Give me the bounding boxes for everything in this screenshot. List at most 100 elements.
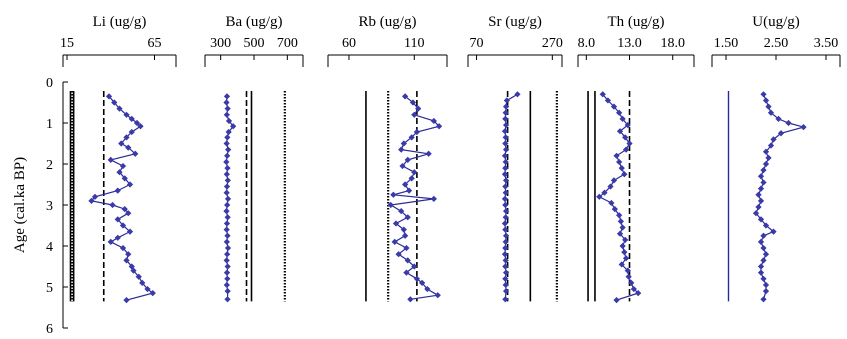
data-point <box>114 234 121 241</box>
data-point <box>502 296 509 303</box>
element-panels: Li (ug/g) 15 65 Ba (ug/g) 300 500 700 Rb (ug/g)… <box>60 14 841 304</box>
data-point <box>111 99 118 106</box>
data-point <box>126 181 134 188</box>
x-tick-label: 500 <box>244 36 265 51</box>
data-point <box>223 281 230 289</box>
data-point <box>107 156 114 164</box>
x-tick-label: 270 <box>542 36 563 51</box>
data-point <box>625 273 632 280</box>
data-point <box>501 195 509 202</box>
data-point <box>757 185 765 192</box>
data-point <box>225 146 232 153</box>
panel-5: U(ug/g) 1.50 2.50 3.50 <box>711 14 841 303</box>
x-tick-label: 700 <box>277 36 298 51</box>
data-point <box>411 263 418 270</box>
data-point <box>224 244 232 252</box>
data-point <box>617 218 624 225</box>
x-tick-label: 8.0 <box>578 36 596 51</box>
data-point <box>125 251 132 258</box>
series-line <box>598 93 640 301</box>
data-point <box>502 263 509 270</box>
panel-title: Li (ug/g) <box>93 14 147 30</box>
data-point <box>404 257 411 264</box>
data-point <box>223 183 231 190</box>
age-y-axis: 0 1 2 3 4 5 6 Age (cal.ka BP) <box>12 76 68 337</box>
data-point <box>430 195 437 202</box>
data-point <box>408 134 415 141</box>
data-point <box>224 263 231 270</box>
data-point <box>224 152 231 159</box>
data-point <box>502 164 509 172</box>
data-point <box>402 232 409 239</box>
data-point <box>224 214 231 221</box>
data-point <box>132 150 139 157</box>
data-point <box>223 220 231 227</box>
data-point <box>119 244 127 252</box>
data-point <box>413 275 420 282</box>
data-point <box>118 140 125 147</box>
data-point <box>760 179 767 186</box>
panel-title: Rb (ug/g) <box>359 14 417 30</box>
data-point <box>223 99 230 106</box>
data-point <box>230 123 237 130</box>
data-point <box>116 169 123 176</box>
data-point <box>757 269 765 276</box>
data-point <box>502 257 509 264</box>
panel-2: Rb (ug/g)60 110 <box>327 14 448 303</box>
data-point <box>390 191 397 198</box>
data-point <box>613 297 620 304</box>
data-point <box>133 119 141 127</box>
x-tick-label: 70 <box>470 36 484 51</box>
data-point <box>405 187 413 194</box>
panel-1: Ba (ug/g) 300 500 700 <box>204 14 304 303</box>
data-point <box>224 177 231 184</box>
data-point <box>762 251 770 258</box>
data-point <box>418 279 426 287</box>
data-point <box>224 251 231 258</box>
data-point <box>107 238 114 246</box>
data-point <box>762 287 770 295</box>
data-point <box>608 199 615 207</box>
x-tick-label: 15 <box>60 36 74 51</box>
x-tick-label: 65 <box>148 36 162 51</box>
data-point <box>762 160 770 168</box>
x-tick-label: 3.50 <box>814 36 839 51</box>
data-point <box>224 232 231 239</box>
data-point <box>223 171 230 178</box>
x-tick-label: 300 <box>210 36 231 51</box>
data-point <box>224 287 231 295</box>
x-tick-label: 60 <box>342 36 356 51</box>
data-point <box>223 111 230 118</box>
data-point <box>760 257 767 264</box>
data-point <box>757 238 765 246</box>
data-point <box>760 167 767 174</box>
data-point <box>616 109 623 116</box>
data-point <box>224 296 231 303</box>
data-point <box>224 164 231 172</box>
y-tick-label: 5 <box>46 281 53 296</box>
data-point <box>760 275 767 282</box>
data-point <box>224 201 231 209</box>
data-point <box>502 281 509 289</box>
series-line <box>755 94 806 300</box>
data-point <box>760 296 767 303</box>
data-point <box>757 173 765 180</box>
data-point <box>126 228 134 235</box>
data-point <box>765 154 772 161</box>
data-point <box>619 224 626 231</box>
data-point <box>619 242 626 250</box>
data-point <box>224 134 231 141</box>
data-point <box>223 208 230 215</box>
data-point <box>407 296 414 303</box>
data-point <box>391 238 398 246</box>
data-point <box>223 269 231 276</box>
data-point <box>223 189 230 196</box>
data-point <box>425 150 432 157</box>
data-point <box>114 187 121 194</box>
data-point <box>223 93 231 100</box>
x-tick-label: 2.50 <box>764 36 789 51</box>
series-line <box>90 95 155 301</box>
data-point <box>502 134 509 141</box>
data-point <box>223 158 230 166</box>
